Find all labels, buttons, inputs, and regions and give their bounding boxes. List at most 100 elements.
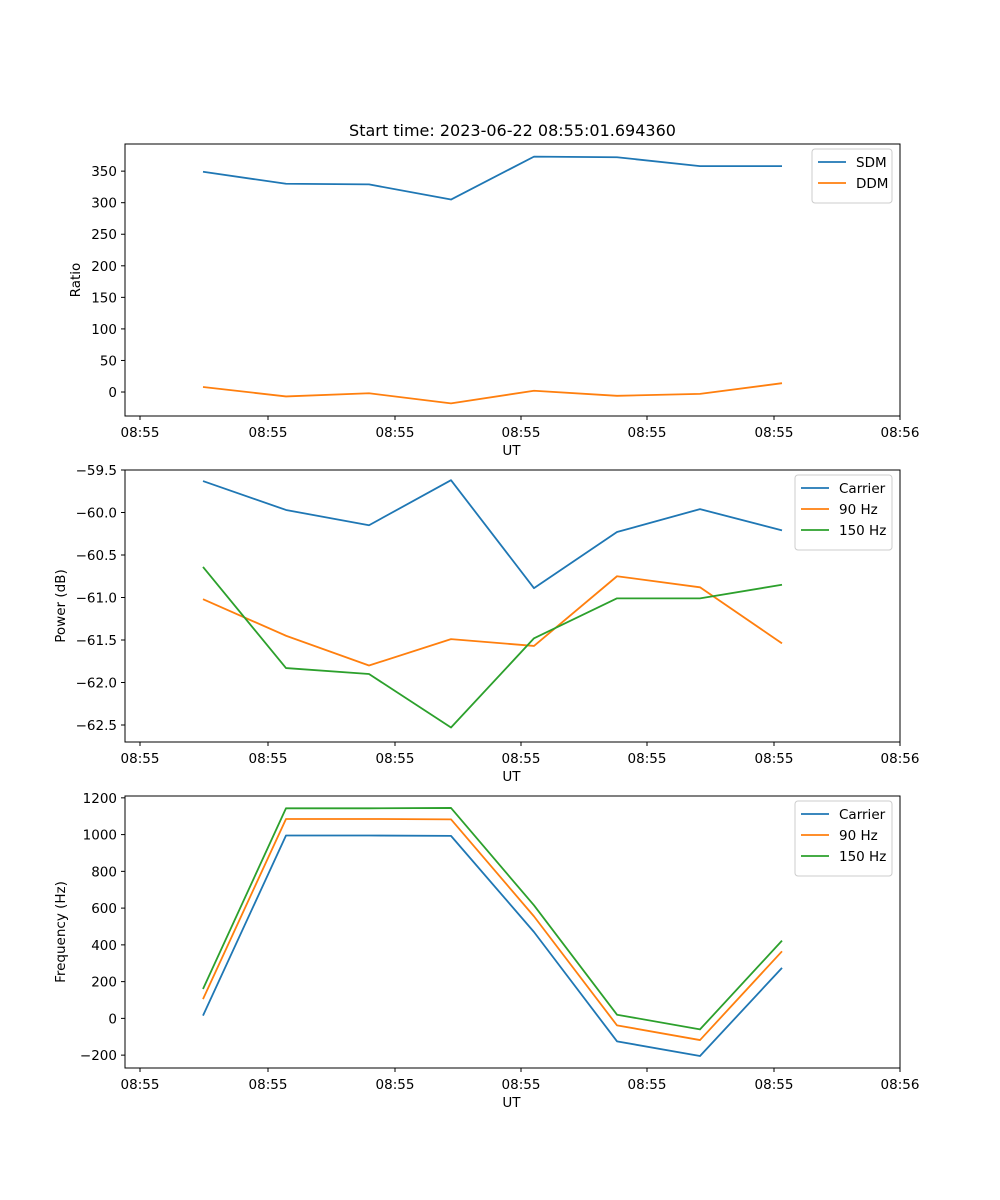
data-point xyxy=(781,966,784,969)
x-tick-label: 08:56 xyxy=(881,425,920,441)
data-point xyxy=(699,1055,702,1058)
data-point xyxy=(533,637,536,640)
y-tick-label: −61.0 xyxy=(76,591,117,607)
x-tick-label: 08:55 xyxy=(376,751,415,767)
data-point xyxy=(202,480,205,483)
legend: Carrier 90 Hz 150 Hz xyxy=(794,474,893,551)
data-point xyxy=(285,395,288,398)
y-tick-label: 400 xyxy=(91,938,117,954)
y-tick-label: 50 xyxy=(100,353,117,369)
x-tick-label: 08:55 xyxy=(121,425,160,441)
data-point xyxy=(202,987,205,990)
data-point xyxy=(202,565,205,568)
data-point xyxy=(368,834,371,837)
data-point xyxy=(699,392,702,395)
data-point xyxy=(285,508,288,511)
x-tick-label: 08:56 xyxy=(881,1077,920,1093)
axes-frame xyxy=(124,469,901,743)
legend-label: Carrier xyxy=(839,481,886,497)
data-point xyxy=(781,583,784,586)
data-point xyxy=(368,392,371,395)
data-point xyxy=(616,1040,619,1043)
legend-label: 150 Hz xyxy=(839,849,886,865)
x-tick-label: 08:55 xyxy=(249,751,288,767)
y-tick-label: 150 xyxy=(91,290,117,306)
data-point xyxy=(450,834,453,837)
data-point xyxy=(285,182,288,185)
data-point xyxy=(285,817,288,820)
x-tick-label: 08:55 xyxy=(249,425,288,441)
x-axis-label: UT xyxy=(502,443,521,459)
y-tick-label: 200 xyxy=(91,259,117,275)
data-point xyxy=(616,394,619,397)
x-tick-label: 08:55 xyxy=(376,1077,415,1093)
x-tick-label: 08:55 xyxy=(121,1077,160,1093)
y-tick-label: −62.0 xyxy=(76,676,117,692)
data-point xyxy=(450,198,453,201)
series-line-3 xyxy=(202,566,783,729)
x-axis-label: UT xyxy=(502,769,521,785)
data-point xyxy=(781,165,784,168)
y-tick-label: −59.5 xyxy=(76,463,117,479)
series-line-3 xyxy=(202,807,783,1031)
series-line-1 xyxy=(202,834,783,1057)
y-axis-label: Frequency (Hz) xyxy=(53,881,69,983)
legend-box xyxy=(794,474,893,551)
y-tick-label: 600 xyxy=(91,901,117,917)
y-tick-label: 0 xyxy=(108,1011,117,1027)
y-tick-label: −200 xyxy=(80,1048,117,1064)
data-point xyxy=(616,575,619,578)
data-point xyxy=(616,156,619,159)
data-point xyxy=(450,638,453,641)
x-tick-label: 08:55 xyxy=(502,751,541,767)
axes-frame xyxy=(124,795,901,1069)
x-tick-label: 08:55 xyxy=(121,751,160,767)
chart-panel-1: 08:55 08:55 08:55 08:55 08:55 08:55 08:56 0 50 10… xyxy=(68,121,919,459)
y-tick-label: 350 xyxy=(91,164,117,180)
x-tick-label: 08:55 xyxy=(502,1077,541,1093)
x-tick-label: 08:55 xyxy=(628,425,667,441)
data-point xyxy=(781,950,784,953)
y-tick-label: 0 xyxy=(108,385,117,401)
data-point xyxy=(368,524,371,527)
y-tick-label: 1200 xyxy=(83,791,117,807)
data-point xyxy=(781,529,784,532)
x-tick-label: 08:55 xyxy=(376,425,415,441)
data-point xyxy=(202,598,205,601)
series-line-2 xyxy=(202,382,783,405)
data-point xyxy=(450,806,453,809)
data-point xyxy=(450,479,453,482)
series-line-2 xyxy=(202,575,783,667)
legend-label: 90 Hz xyxy=(839,828,878,844)
data-point xyxy=(285,807,288,810)
data-point xyxy=(699,165,702,168)
x-tick-label: 08:56 xyxy=(881,751,920,767)
x-tick-label: 08:55 xyxy=(628,751,667,767)
chart-panel-3: 08:55 08:55 08:55 08:55 08:55 08:55 08:56 −200 0… xyxy=(53,791,919,1111)
axes-frame xyxy=(124,143,901,417)
data-point xyxy=(616,1013,619,1016)
data-point xyxy=(616,1024,619,1027)
legend-label: SDM xyxy=(856,155,887,171)
data-point xyxy=(368,664,371,667)
x-tick-label: 08:55 xyxy=(249,1077,288,1093)
data-point xyxy=(202,998,205,1001)
y-axis-label: Power (dB) xyxy=(53,569,69,642)
x-tick-label: 08:55 xyxy=(628,1077,667,1093)
data-point xyxy=(202,170,205,173)
y-tick-label: −60.5 xyxy=(76,548,117,564)
data-point xyxy=(285,634,288,637)
data-point xyxy=(533,155,536,158)
data-point xyxy=(781,382,784,385)
data-point xyxy=(781,939,784,942)
data-point xyxy=(699,597,702,600)
data-point xyxy=(699,508,702,511)
y-tick-label: −62.5 xyxy=(76,718,117,734)
series-line-1 xyxy=(202,155,782,201)
y-tick-label: 800 xyxy=(91,864,117,880)
chart-panel-2: 08:55 08:55 08:55 08:55 08:55 08:55 08:56 −62.5… xyxy=(53,463,919,785)
data-point xyxy=(368,673,371,676)
x-tick-label: 08:55 xyxy=(755,425,794,441)
data-point xyxy=(368,817,371,820)
